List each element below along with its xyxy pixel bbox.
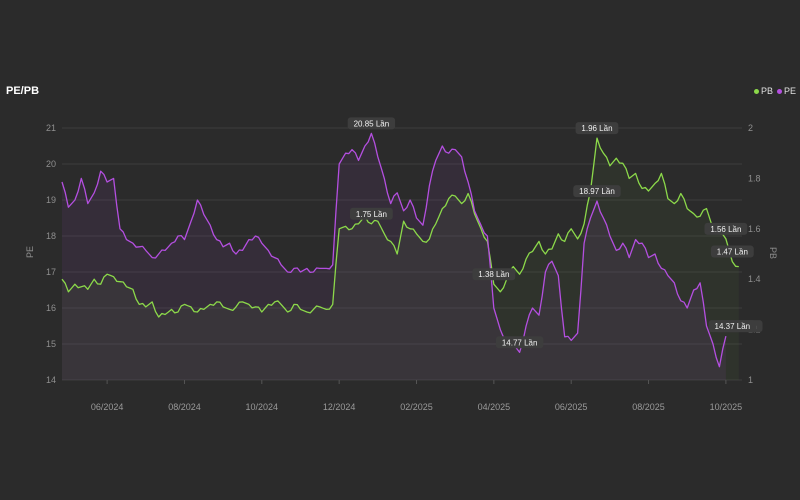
data-label-box bbox=[347, 117, 396, 130]
x-tick-label: 06/2024 bbox=[91, 402, 124, 412]
data-label-text: 1.96 Lần bbox=[581, 124, 612, 133]
y-left-tick: 18 bbox=[46, 231, 56, 241]
data-label: 14.77 Lần bbox=[495, 336, 544, 349]
x-tick-label: 08/2024 bbox=[168, 402, 201, 412]
data-label-box bbox=[573, 185, 621, 198]
y-left-tick: 15 bbox=[46, 339, 56, 349]
data-label: 20.85 Lần bbox=[347, 117, 396, 130]
data-label-text: 1.38 Lần bbox=[478, 270, 509, 279]
legend-label-pb: PB bbox=[760, 86, 773, 96]
area-pb bbox=[62, 138, 739, 380]
chart-legend: PB PE bbox=[753, 86, 796, 96]
data-label-text: 14.37 Lần bbox=[715, 322, 751, 331]
y-left-tick: 19 bbox=[46, 195, 56, 205]
x-tick-label: 02/2025 bbox=[400, 402, 433, 412]
legend-dot-pe bbox=[776, 88, 782, 94]
y-right-tick: 1.6 bbox=[748, 224, 761, 234]
legend-item-pe[interactable]: PE bbox=[776, 86, 796, 96]
x-tick-label: 10/2024 bbox=[246, 402, 279, 412]
data-label-text: 1.47 Lần bbox=[717, 248, 748, 257]
data-label-text: 1.56 Lần bbox=[710, 225, 741, 234]
grid-layer bbox=[62, 127, 742, 381]
data-label: 14.37 Lần bbox=[708, 320, 757, 333]
y-right-tick: 1.8 bbox=[748, 173, 761, 183]
x-tick-label: 10/2025 bbox=[710, 402, 743, 412]
data-label-text: 1.75 Lần bbox=[356, 210, 387, 219]
data-label-box bbox=[472, 268, 516, 281]
data-label-text: 18.97 Lần bbox=[579, 187, 615, 196]
y-right-axis-label: PB bbox=[768, 247, 778, 259]
legend-label-pe: PE bbox=[783, 86, 796, 96]
data-label-box bbox=[349, 207, 393, 220]
y-left-tick: 16 bbox=[46, 303, 56, 313]
x-tick-label: 04/2025 bbox=[478, 402, 511, 412]
y-left-axis-label: PE bbox=[25, 246, 35, 258]
y-left-tick: 21 bbox=[46, 123, 56, 133]
data-label: 1.96 Lần bbox=[575, 122, 619, 135]
y-right-tick: 1.4 bbox=[748, 274, 761, 284]
line-pe[interactable] bbox=[61, 132, 727, 368]
line-pb[interactable] bbox=[61, 137, 739, 318]
legend-dot-pb bbox=[753, 88, 759, 94]
data-label: 1.38 Lần bbox=[472, 268, 516, 281]
y-right-tick: 1 bbox=[748, 375, 753, 385]
data-label-box bbox=[708, 320, 757, 333]
data-label-box bbox=[704, 222, 748, 235]
y-left-tick: 17 bbox=[46, 267, 56, 277]
x-tick-label: 06/2025 bbox=[555, 402, 588, 412]
data-label-box bbox=[710, 245, 754, 258]
y-left-tick: 14 bbox=[46, 375, 56, 385]
data-label: 1.47 Lần bbox=[710, 245, 754, 258]
y-right-tick: 2 bbox=[748, 123, 753, 133]
x-tick-label: 12/2024 bbox=[323, 402, 356, 412]
data-label: 1.75 Lần bbox=[349, 207, 393, 220]
legend-item-pb[interactable]: PB bbox=[753, 86, 773, 96]
area-layer bbox=[62, 133, 739, 380]
chart-title: PE/PB bbox=[6, 85, 40, 97]
x-tick-label: 08/2025 bbox=[632, 402, 665, 412]
data-label: 18.97 Lần bbox=[573, 185, 621, 198]
data-label-text: 20.85 Lần bbox=[354, 119, 390, 128]
data-label: 1.56 Lần bbox=[704, 222, 748, 235]
data-label-box bbox=[575, 122, 619, 135]
line-layer bbox=[61, 132, 739, 368]
data-label-box bbox=[495, 336, 544, 349]
data-label-text: 14.77 Lần bbox=[502, 338, 538, 347]
y-left-tick: 20 bbox=[46, 159, 56, 169]
label-layer: 20.85 Lần 1.75 Lần 1.38 Lần 14.77 Lần 1.96 L… bbox=[347, 117, 763, 349]
area-pe bbox=[62, 133, 726, 380]
